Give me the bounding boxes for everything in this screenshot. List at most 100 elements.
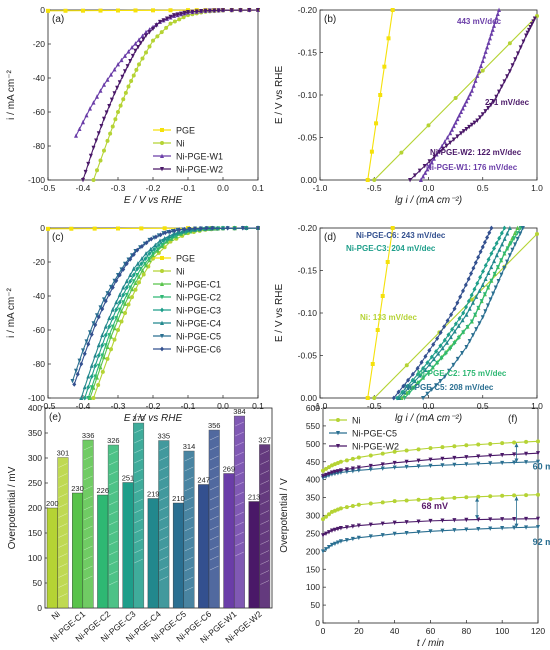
- bar-value-label: 326: [107, 436, 120, 445]
- data-point: [415, 371, 420, 377]
- data-point: [172, 231, 176, 236]
- data-point: [368, 522, 373, 527]
- data-point: [438, 343, 443, 349]
- data-point: [480, 268, 485, 274]
- arrow-head: [514, 523, 519, 528]
- data-point: [154, 23, 159, 28]
- data-point: [459, 131, 464, 136]
- data-point: [507, 41, 512, 46]
- data-point: [425, 391, 430, 397]
- data-point: [126, 84, 131, 89]
- data-point: [141, 37, 146, 42]
- panel-label: (d): [324, 232, 336, 243]
- data-point: [147, 30, 152, 35]
- data-point: [460, 106, 465, 111]
- bar-hatch: [209, 525, 219, 531]
- data-point: [133, 280, 138, 285]
- data-point: [321, 474, 325, 479]
- data-point: [380, 466, 385, 471]
- bar-hatch: [58, 533, 68, 538]
- data-point: [524, 525, 529, 530]
- data-point: [133, 41, 138, 46]
- data-point: [483, 276, 488, 281]
- data-point: [138, 41, 143, 46]
- data-point: [502, 266, 507, 271]
- data-point: [139, 256, 144, 261]
- bar-hatch: [58, 553, 68, 558]
- y-tick-label: 400: [306, 475, 320, 485]
- bar-hatch: [134, 548, 143, 554]
- data-point: [146, 264, 151, 269]
- data-point: [365, 178, 370, 182]
- data-point: [160, 281, 164, 286]
- data-point: [455, 300, 460, 306]
- bar-high: [82, 439, 94, 609]
- data-point: [256, 8, 260, 13]
- data-point: [207, 8, 212, 13]
- data-point: [536, 524, 540, 530]
- data-point: [469, 297, 474, 302]
- data-point: [133, 8, 138, 13]
- data-point: [117, 292, 122, 297]
- data-point: [482, 292, 487, 297]
- data-point: [131, 73, 136, 78]
- bar-hatch: [260, 460, 270, 465]
- x-category-label: Ni: [49, 609, 62, 622]
- bar-hatch: [184, 506, 194, 512]
- data-point: [452, 306, 457, 312]
- data-point: [489, 251, 494, 256]
- data-point: [390, 8, 395, 12]
- series-ni-pge-c5: [321, 524, 540, 554]
- data-point: [469, 122, 474, 128]
- data-point: [502, 251, 507, 256]
- bar-hatch: [159, 516, 169, 521]
- legend: PGE Ni Ni-PGE-W1 Ni-PGE-W2: [153, 126, 223, 175]
- data-point: [444, 143, 449, 149]
- y-tick-label: -20: [33, 39, 46, 49]
- bar-hatch: [108, 480, 118, 486]
- data-point: [81, 119, 85, 125]
- bar-value-label: 269: [223, 465, 236, 474]
- data-point: [502, 225, 507, 231]
- data-point: [438, 330, 443, 335]
- data-point: [204, 225, 209, 231]
- data-point: [114, 278, 119, 284]
- x-tick-label: 1.0: [531, 183, 543, 193]
- data-point: [105, 138, 110, 143]
- data-point: [490, 27, 495, 32]
- y-tick-label: -0.15: [298, 48, 318, 58]
- bar-hatch: [235, 521, 244, 527]
- bar-hatch: [58, 473, 68, 478]
- data-point: [159, 30, 164, 35]
- data-point: [442, 324, 447, 329]
- data-point: [350, 456, 355, 461]
- data-point: [139, 261, 144, 267]
- y-tick-label: 350: [306, 493, 320, 503]
- bar-hatch: [260, 530, 270, 535]
- series-ni-pge-c3: [395, 225, 507, 401]
- data-point: [428, 446, 433, 451]
- data-point: [102, 82, 106, 87]
- data-point: [123, 69, 127, 74]
- data-point: [440, 146, 445, 152]
- difference-label: 60 mV: [533, 462, 550, 472]
- data-point: [427, 348, 432, 353]
- data-point: [170, 233, 175, 239]
- data-point: [247, 8, 252, 13]
- data-point: [141, 272, 146, 277]
- bar-hatch: [108, 570, 118, 576]
- bar-value-label: 219: [147, 490, 160, 499]
- bar-hatch: [235, 551, 244, 557]
- data-point: [321, 549, 325, 554]
- data-point: [88, 330, 92, 335]
- data-point: [479, 299, 484, 304]
- data-point: [423, 367, 428, 372]
- data-point: [321, 533, 325, 538]
- bar-hatch: [83, 525, 93, 531]
- bar-hatch: [235, 501, 244, 507]
- slope-annotation: Ni-PGE-C6: 243 mV/dec: [356, 231, 446, 240]
- data-point: [121, 266, 126, 272]
- data-point: [92, 226, 97, 231]
- data-point: [137, 37, 141, 42]
- data-point: [182, 10, 187, 16]
